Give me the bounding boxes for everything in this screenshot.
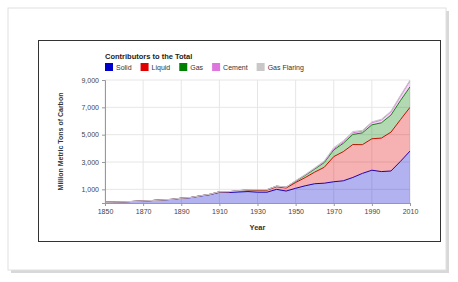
axis-line [102, 81, 106, 204]
legend-label: Liquid [152, 64, 171, 72]
legend-label: Cement [223, 64, 248, 71]
axis-line [106, 204, 411, 207]
area [105, 80, 410, 202]
legend-label: Gas Flaring [268, 64, 304, 72]
tick-mark [372, 203, 373, 206]
area-line [105, 107, 410, 202]
tick-mark [102, 107, 105, 108]
grid-line [257, 80, 258, 203]
tick: 1950 [288, 203, 304, 215]
y-axis: 1,000 3,000 5,000 7,000 9,000 [81, 77, 105, 204]
y-axis-title: Million Metric Tons of Carbon [57, 93, 64, 191]
tick-mark [102, 135, 105, 136]
tick: 1910 [212, 203, 228, 215]
tick-label: 1890 [174, 208, 190, 215]
grid [105, 80, 410, 203]
tick-label: 1,000 [81, 186, 99, 193]
legend-label: Solid [116, 64, 132, 71]
frame [8, 8, 446, 270]
tick: 1850 [98, 203, 114, 215]
tick-mark [105, 203, 106, 206]
legend-swatch [179, 63, 187, 71]
tick-label: 7,000 [81, 104, 99, 111]
tick-mark [296, 203, 297, 206]
tick-mark [410, 203, 411, 206]
tick: 3,000 [81, 159, 105, 166]
tick-label: 1970 [326, 208, 342, 215]
frame-shadow [11, 11, 449, 273]
tick-mark [102, 162, 105, 163]
legend-item: Gas Flaring [257, 63, 304, 72]
x-axis: 1850 1870 1890 1910 1930 1950 1970 1990 2010 [98, 203, 419, 215]
legend-label: Gas [190, 64, 203, 71]
tick: 9,000 [81, 77, 105, 84]
tick-label: 1950 [288, 208, 304, 215]
legend-item: Gas [179, 63, 203, 71]
tick-label: 3,000 [81, 159, 99, 166]
legend-swatch [212, 63, 220, 71]
area [105, 87, 410, 202]
tick: 1970 [326, 203, 342, 215]
tick: 1930 [250, 203, 266, 215]
tick-mark [102, 80, 105, 81]
tick: 5,000 [81, 131, 105, 138]
grid-line [219, 80, 220, 203]
tick: 1870 [136, 203, 152, 215]
legend-swatch [105, 63, 113, 71]
tick-label: 1850 [98, 208, 114, 215]
tick-mark [143, 203, 144, 206]
legend-title: Contributors to the Total [105, 52, 192, 61]
x-axis-title: Year [250, 223, 266, 232]
area [105, 81, 410, 202]
grid-line [181, 80, 182, 203]
tick: 2010 [403, 203, 419, 215]
area [105, 107, 410, 202]
tick-label: 9,000 [81, 77, 99, 84]
legend-swatch [141, 63, 149, 71]
tick-mark [181, 203, 182, 206]
tick-mark [334, 203, 335, 206]
tick-label: 1870 [136, 208, 152, 215]
legend-item: Cement [212, 63, 248, 71]
plot-area [105, 80, 410, 203]
tick-label: 1910 [212, 208, 228, 215]
legend-item: Solid [105, 63, 132, 71]
tick-label: 5,000 [81, 131, 99, 138]
tick-mark [258, 203, 259, 206]
tick-label: 2010 [403, 208, 419, 215]
tick-label: 1990 [365, 208, 381, 215]
tick-label: 1930 [250, 208, 266, 215]
chart: 1,000 3,000 5,000 7,000 9,000 1850 1870 1890 191… [0, 0, 458, 282]
legend-swatch [257, 63, 265, 71]
chart-border [39, 41, 441, 242]
tick: 7,000 [81, 104, 105, 111]
area-line [105, 81, 410, 202]
tick: 1,000 [81, 186, 105, 193]
tick: 1890 [174, 203, 190, 215]
legend-item: Liquid [141, 63, 171, 72]
legend: Solid Liquid Gas Cement Gas Flaring [105, 63, 304, 72]
tick-mark [102, 189, 105, 190]
area-line [105, 80, 410, 202]
area-line [105, 87, 410, 202]
tick: 1990 [365, 203, 381, 215]
tick-mark [219, 203, 220, 206]
grid-line [143, 80, 144, 203]
